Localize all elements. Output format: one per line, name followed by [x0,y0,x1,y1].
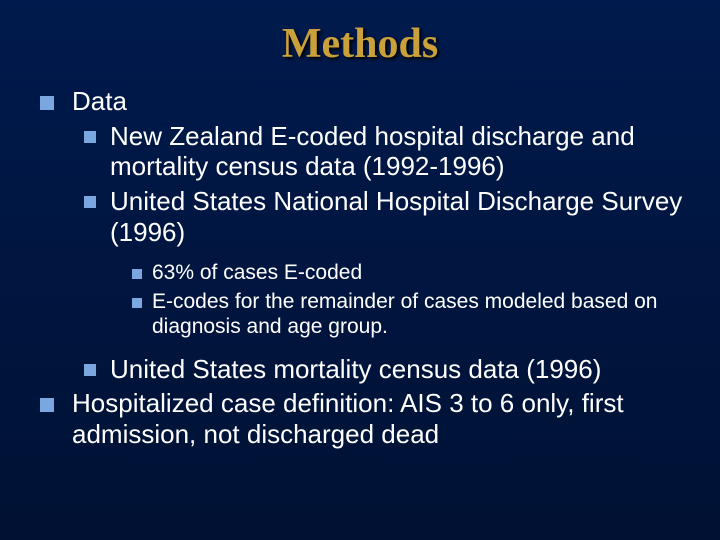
bullet-text: Data [72,86,690,117]
spacer [30,251,690,261]
square-bullet-icon [40,96,54,110]
bullet-text: E-codes for the remainder of cases model… [152,290,690,340]
bullet-lvl3: 63% of cases E-coded [132,261,690,286]
bullet-text: New Zealand E-coded hospital discharge a… [110,121,690,182]
square-bullet-icon [84,196,96,208]
slide-content: Data New Zealand E-coded hospital discha… [30,86,690,450]
square-bullet-icon [132,269,142,279]
spacer [30,344,690,354]
bullet-lvl2: New Zealand E-coded hospital discharge a… [84,121,690,182]
bullet-lvl2: United States mortality census data (199… [84,354,690,385]
bullet-lvl1: Hospitalized case definition: AIS 3 to 6… [40,388,690,449]
bullet-lvl3: E-codes for the remainder of cases model… [132,290,690,340]
square-bullet-icon [84,364,96,376]
square-bullet-icon [84,131,96,143]
bullet-text: 63% of cases E-coded [152,261,690,286]
slide-title: Methods [30,20,690,68]
bullet-lvl2: United States National Hospital Discharg… [84,186,690,247]
bullet-text: United States National Hospital Discharg… [110,186,690,247]
square-bullet-icon [132,298,142,308]
bullet-lvl1: Data [40,86,690,117]
bullet-text: Hospitalized case definition: AIS 3 to 6… [72,388,690,449]
slide: Methods Data New Zealand E-coded hospita… [0,0,720,540]
bullet-text: United States mortality census data (199… [110,354,690,385]
square-bullet-icon [40,398,54,412]
